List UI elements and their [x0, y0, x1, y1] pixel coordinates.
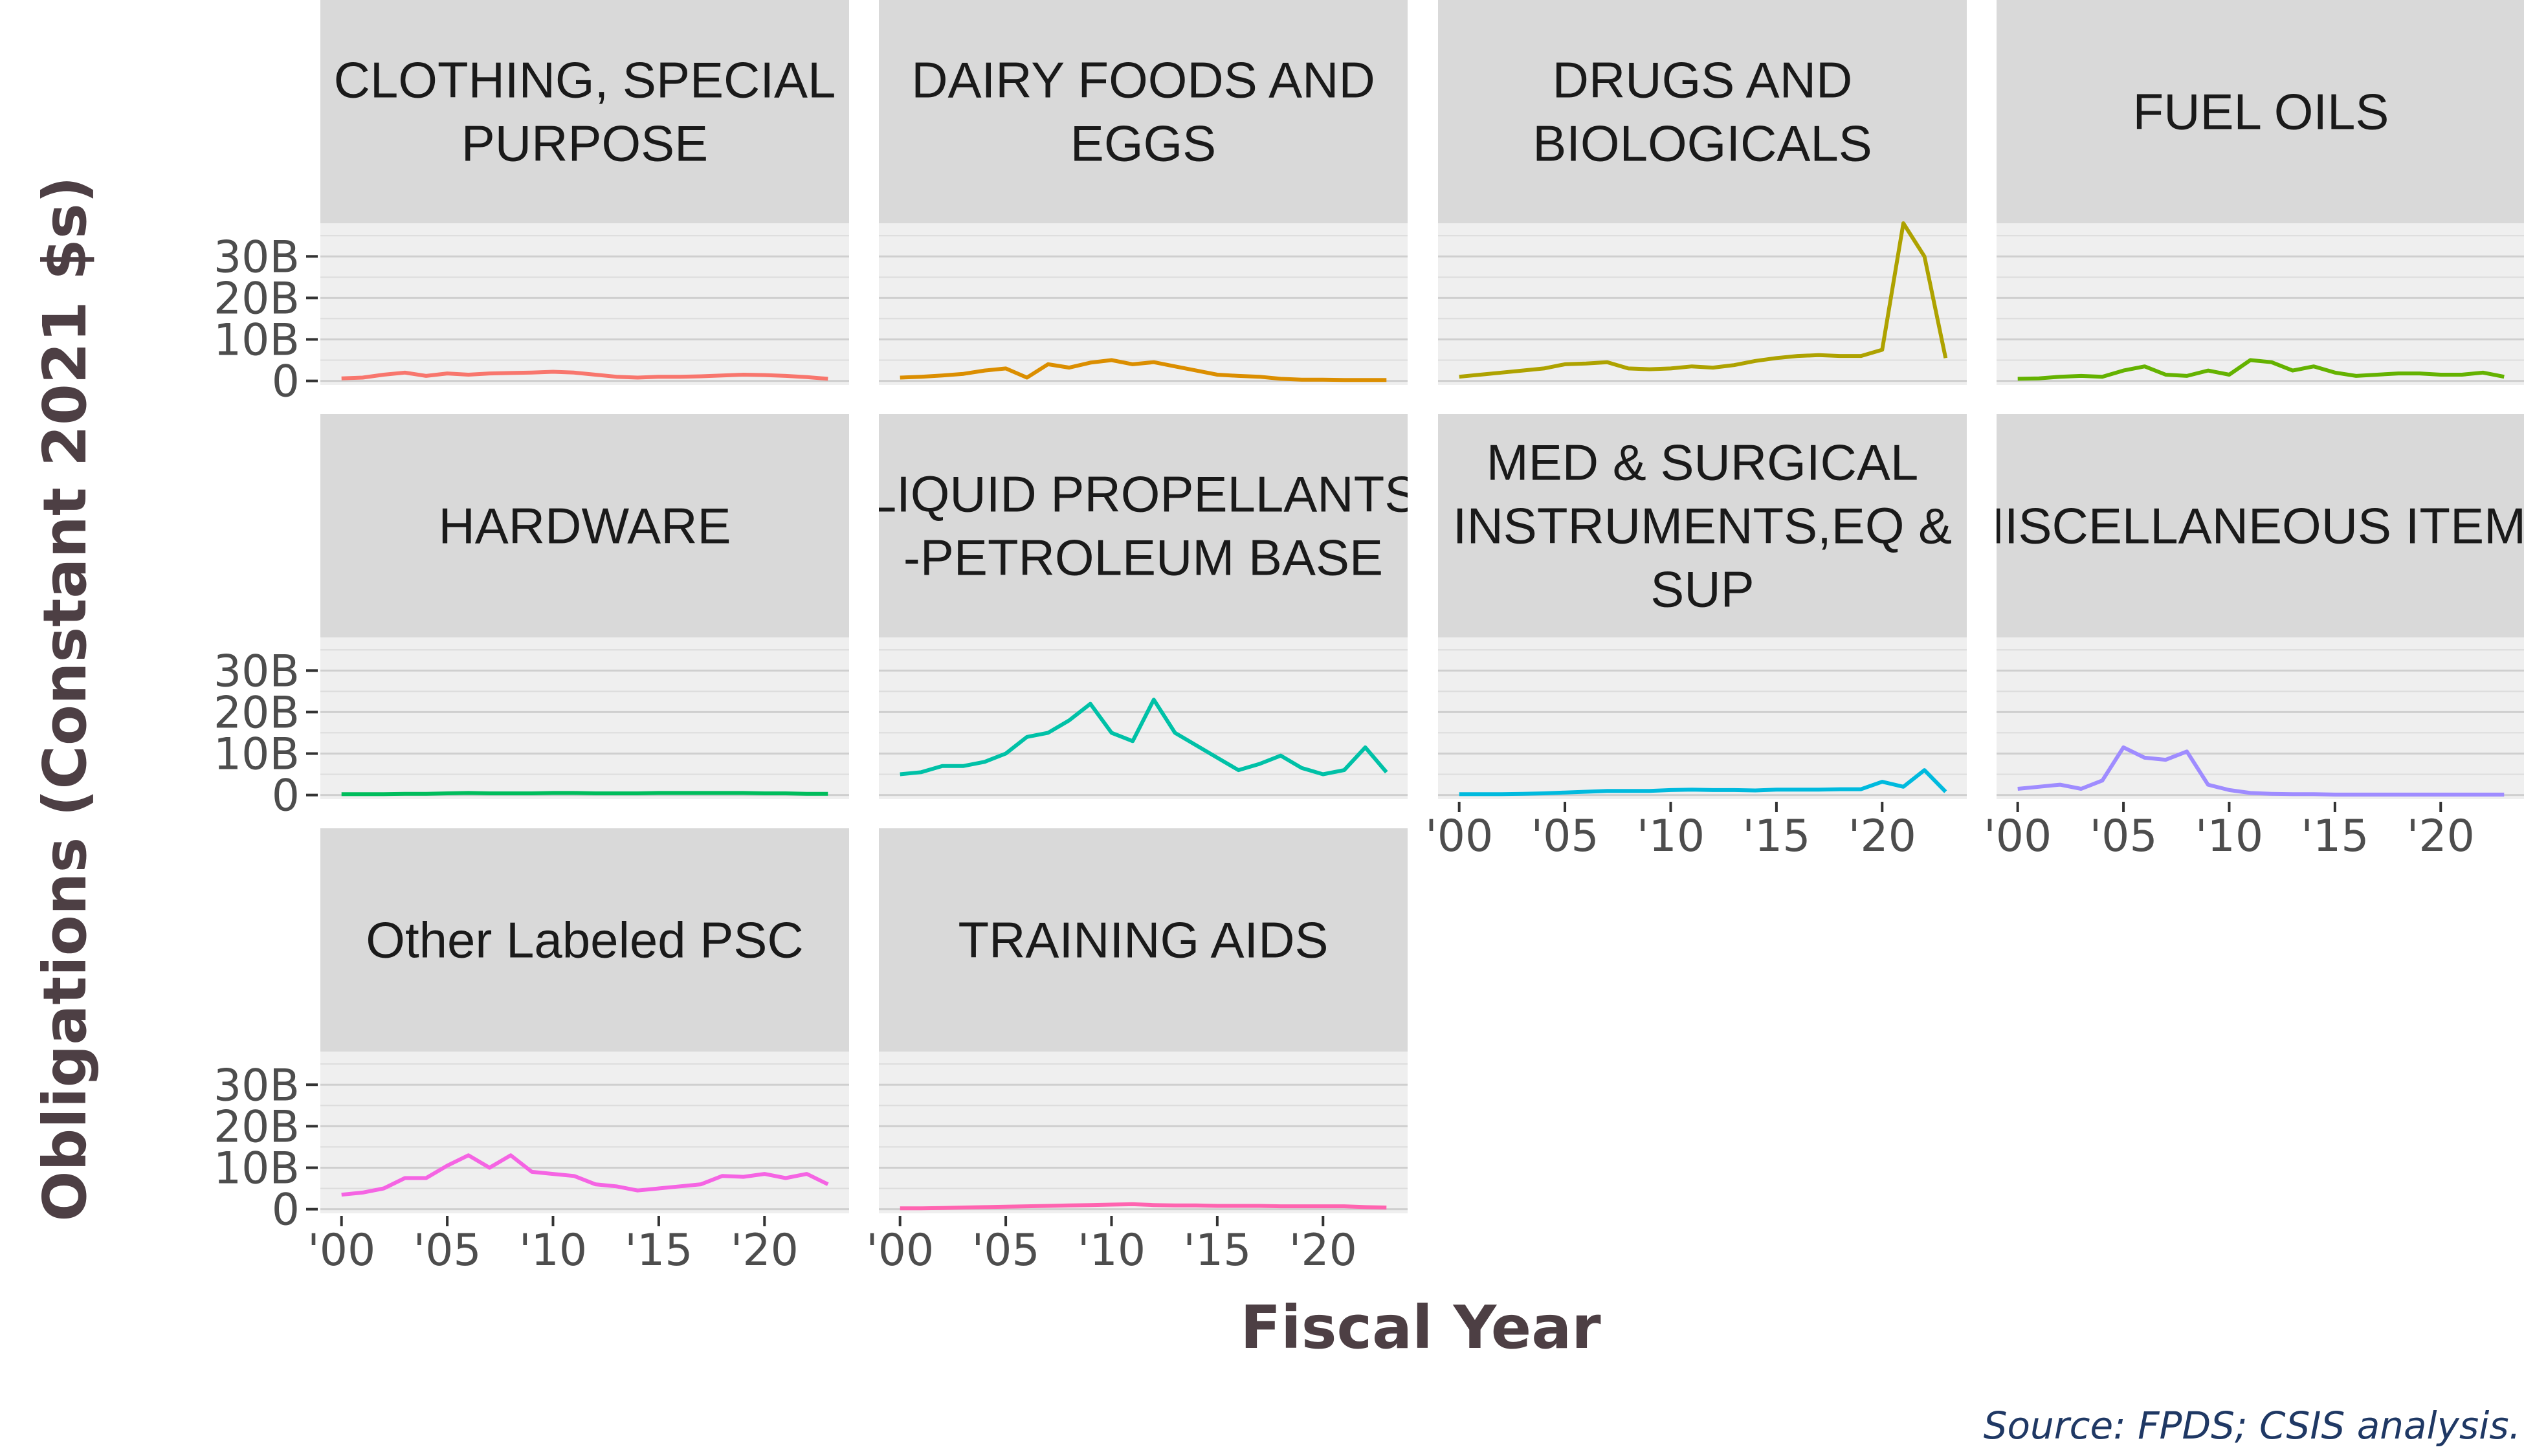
plot-background — [879, 223, 1408, 385]
facet-strip — [1438, 414, 1967, 637]
x-tick-label: '05 — [2089, 811, 2157, 862]
y-tick-label: 10B — [214, 314, 300, 366]
x-tick-label: '05 — [1531, 811, 1599, 862]
x-tick-label: '00 — [1984, 811, 2052, 862]
y-tick-label: 0 — [272, 1185, 300, 1236]
series-line — [1459, 768, 1947, 797]
x-tick-label: '20 — [1848, 811, 1916, 862]
y-tick-label: 0 — [272, 771, 300, 822]
x-tick-label: '10 — [1078, 1225, 1146, 1276]
plot-background — [320, 1052, 849, 1213]
plot-background — [1997, 637, 2524, 799]
facet-panels: CLOTHING, SPECIALPURPOSE010B20B30BDAIRY … — [214, 0, 2524, 1276]
facet-strip — [320, 828, 849, 1052]
y-tick-label: 10B — [214, 729, 300, 780]
series-line — [900, 1202, 1387, 1211]
series-line — [900, 698, 1388, 777]
y-tick-label: 30B — [214, 232, 300, 283]
x-tick-label: '15 — [1742, 811, 1810, 862]
facet-title-line: MISCELLANEOUS ITEMS — [1962, 498, 2524, 555]
facet-title-line: DRUGS AND — [1553, 52, 1853, 109]
y-tick-label: 20B — [214, 273, 300, 324]
facet-fuel-oils: FUEL OILS — [1997, 0, 2524, 385]
x-tick-label: '15 — [1183, 1225, 1251, 1276]
facet-strip — [1438, 0, 1967, 223]
facet-title-line: -PETROLEUM BASE — [903, 529, 1383, 586]
series-line — [2017, 358, 2505, 381]
facet-title-line: DAIRY FOODS AND — [911, 52, 1375, 109]
facet-title-line: PURPOSE — [461, 115, 708, 172]
x-tick-label: '05 — [971, 1225, 1039, 1276]
plot-background — [879, 1052, 1408, 1213]
x-tick-label: '15 — [2301, 811, 2369, 862]
facet-strip — [879, 414, 1408, 637]
x-tick-label: '10 — [1637, 811, 1705, 862]
facet-training-aids: TRAINING AIDS '00 '05 '10 '15 '20 — [866, 828, 1408, 1276]
facet-strip — [1997, 414, 2524, 637]
facet-title-line: TRAINING AIDS — [958, 912, 1328, 969]
facet-title-line: BIOLOGICALS — [1533, 115, 1872, 172]
plot-background — [1438, 637, 1967, 799]
y-tick-label: 30B — [214, 1060, 300, 1111]
facet-title-line: SUP — [1650, 561, 1754, 618]
facet-title-line: Other Labeled PSC — [366, 912, 803, 969]
facet-title-line: EGGS — [1070, 115, 1216, 172]
facet-title-line: LIQUID PROPELLANTS — [869, 466, 1419, 523]
y-tick-label: 0 — [272, 357, 300, 408]
source-caption: Source: FPDS; CSIS analysis. — [1984, 1404, 2521, 1448]
x-tick-label: '00 — [866, 1225, 934, 1276]
facet-liquid-propellants-petroleum-base: LIQUID PROPELLANTS -PETROLEUM BASE — [869, 414, 1419, 799]
y-tick-label: 30B — [214, 646, 300, 697]
facet-title-line: FUEL OILS — [2133, 83, 2389, 140]
x-axis-title: Fiscal Year — [1240, 1293, 1601, 1362]
x-tick-label: '05 — [413, 1225, 481, 1276]
x-tick-label: '15 — [625, 1225, 692, 1276]
series-line — [341, 370, 828, 381]
x-tick-label: '20 — [2407, 811, 2475, 862]
y-tick-label: 10B — [214, 1143, 300, 1194]
plot-background — [1438, 223, 1967, 385]
x-tick-label: '20 — [1289, 1225, 1357, 1276]
plot-background — [320, 223, 849, 385]
series-line — [1459, 221, 1948, 379]
facet-dairy-foods-and-eggs: DAIRY FOODS AND EGGS — [879, 0, 1408, 385]
series-line — [341, 791, 828, 797]
x-tick-label: '10 — [2195, 811, 2263, 862]
x-tick-label: '10 — [519, 1225, 587, 1276]
facet-drugs-and-biologicals: DRUGS AND BIOLOGICALS — [1438, 0, 1967, 385]
x-tick-label: '00 — [307, 1225, 375, 1276]
facet-strip — [320, 414, 849, 637]
series-line — [900, 358, 1387, 382]
facet-strip — [879, 0, 1408, 223]
facet-title-line: HARDWARE — [438, 498, 731, 555]
y-tick-label: 20B — [214, 687, 300, 738]
facet-strip — [1997, 0, 2524, 223]
series-line — [341, 1153, 829, 1197]
facet-title-line: CLOTHING, SPECIAL — [334, 52, 836, 109]
y-axis-title: Obligations (Constant 2021 $s) — [30, 176, 100, 1222]
facet-strip — [320, 0, 849, 223]
y-tick-label: 20B — [214, 1101, 300, 1153]
series-line — [2017, 745, 2505, 797]
facet-med-surgical-instruments-eq-sup: MED & SURGICAL INSTRUMENTS,EQ & SUP '00 '05 '… — [1425, 414, 1967, 862]
facet-strip — [879, 828, 1408, 1052]
facet-miscellaneous-items: MISCELLANEOUS ITEMS '00 '05 '10 '15 '20 — [1962, 414, 2524, 862]
plot-background — [320, 637, 849, 799]
plot-background — [1997, 223, 2524, 385]
x-tick-label: '00 — [1425, 811, 1493, 862]
x-tick-label: '20 — [731, 1225, 799, 1276]
facet-title-line: INSTRUMENTS,EQ & — [1453, 498, 1952, 555]
facet-title-line: MED & SURGICAL — [1487, 434, 1918, 491]
